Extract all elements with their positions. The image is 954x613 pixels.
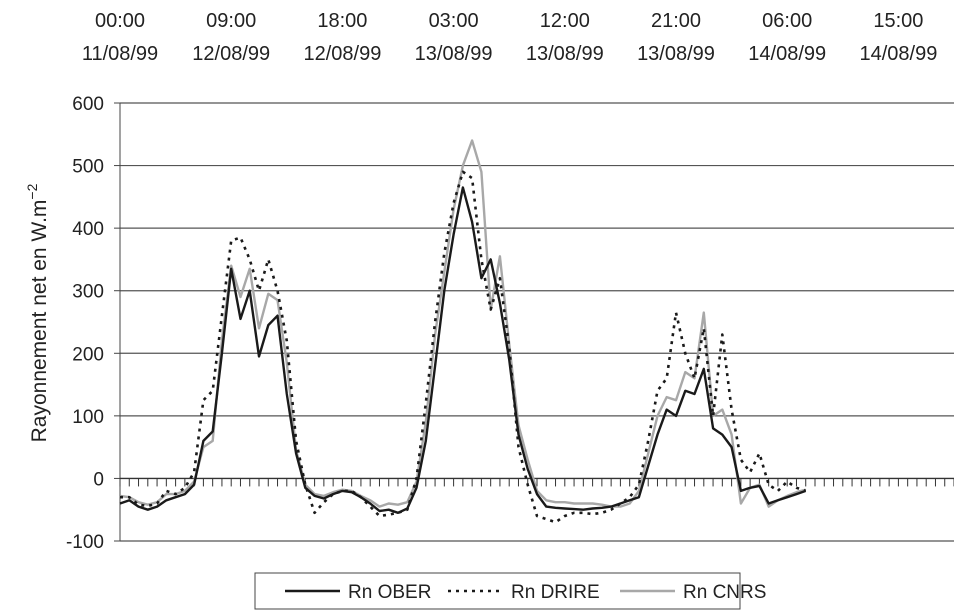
series-line-rn-cnrs	[119, 139, 807, 508]
x-tick-time: 03:00	[429, 10, 479, 32]
x-tick-time: 21:00	[651, 10, 701, 32]
y-tick-label: 300	[72, 282, 104, 303]
x-tick-date: 12/08/99	[192, 43, 270, 65]
y-tick-label: 200	[72, 344, 104, 365]
legend-label: Rn DRIRE	[511, 582, 600, 603]
y-tick-label: 500	[72, 157, 104, 178]
y-tick-label: 0	[93, 469, 104, 490]
y-axis-label: Rayonnement net en W.m−2	[24, 183, 51, 442]
y-axis-tick-labels: -100 0 100 200 300 400 500 600	[66, 94, 104, 553]
series-layer	[119, 139, 807, 524]
x-tick-time: 18:00	[317, 10, 367, 32]
x-tick-time: 12:00	[540, 10, 590, 32]
x-tick-time: 15:00	[873, 10, 923, 32]
x-tick-time: 00:00	[95, 10, 145, 32]
y-tick-label: -100	[66, 532, 104, 553]
series-line-rn-ober	[119, 186, 807, 514]
y-tick-label: 600	[72, 94, 104, 115]
legend-label: Rn CNRS	[683, 582, 766, 603]
x-tick-date: 14/08/99	[859, 43, 937, 65]
y-axis-label-text: Rayonnement net en W.m	[28, 200, 51, 443]
x-tick-date: 12/08/99	[303, 43, 381, 65]
x-tick-date: 13/08/99	[637, 43, 715, 65]
y-axis-label-superscript: −2	[24, 183, 40, 199]
y-tick-label: 100	[72, 407, 104, 428]
x-tick-date: 14/08/99	[748, 43, 826, 65]
y-tick-label: 400	[72, 219, 104, 240]
x-tick-date: 13/08/99	[415, 43, 493, 65]
legend: Rn OBER Rn DRIRE Rn CNRS	[254, 572, 766, 610]
series-line-rn-drire	[120, 170, 807, 524]
x-tick-time: 06:00	[762, 10, 812, 32]
legend-label: Rn OBER	[348, 582, 431, 603]
zero-axis	[119, 477, 954, 487]
x-tick-time: 09:00	[206, 10, 256, 32]
gridlines	[114, 102, 954, 542]
x-tick-date: 13/08/99	[526, 43, 604, 65]
x-tick-date: 11/08/99	[82, 43, 158, 65]
x-axis-top-labels: 00:00 11/08/99 09:00 12/08/99 18:00 12/08/99 0…	[82, 10, 938, 65]
